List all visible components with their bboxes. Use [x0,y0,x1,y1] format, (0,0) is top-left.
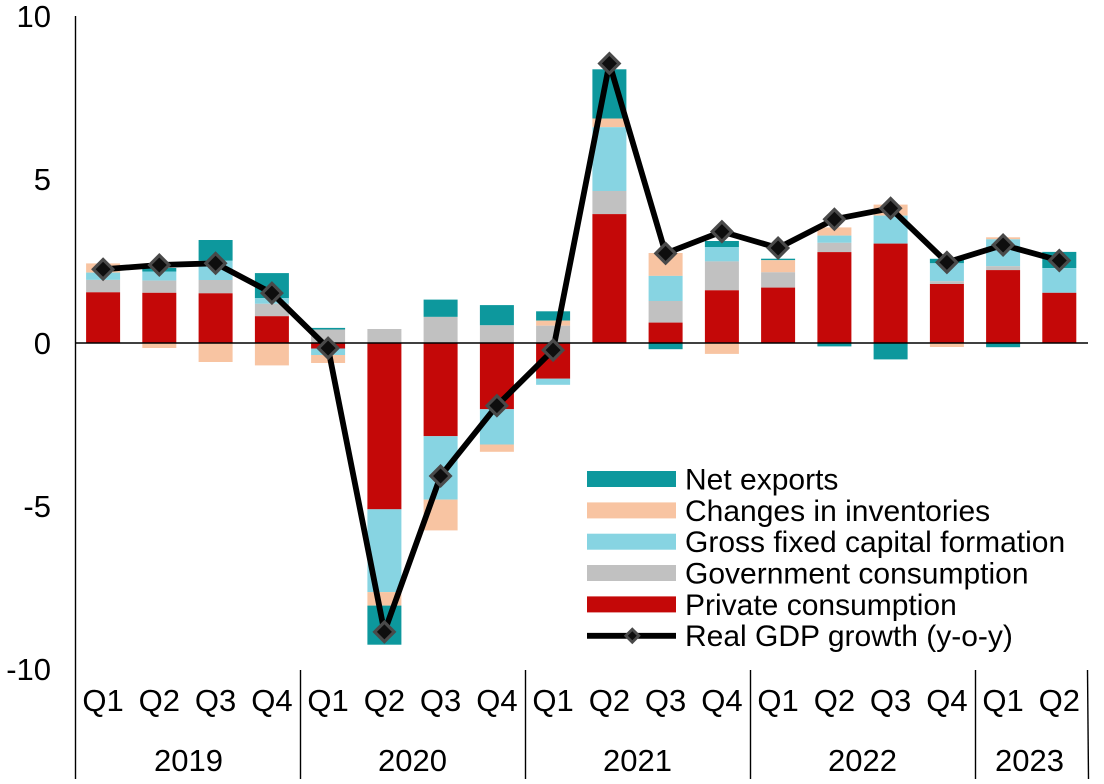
svg-text:Q4: Q4 [476,683,517,718]
svg-text:Q1: Q1 [532,683,573,718]
svg-text:Private consumption: Private consumption [685,589,957,622]
svg-text:-10: -10 [6,652,51,687]
svg-text:2019: 2019 [154,743,223,778]
svg-text:2021: 2021 [603,743,672,778]
svg-text:Q2: Q2 [589,683,630,718]
svg-text:Q2: Q2 [364,683,405,718]
svg-text:Gross fixed capital formation: Gross fixed capital formation [685,526,1065,559]
svg-text:Changes in inventories: Changes in inventories [685,495,990,528]
svg-text:Q1: Q1 [982,683,1023,718]
svg-text:Q4: Q4 [926,683,967,718]
svg-text:Government consumption: Government consumption [685,558,1029,591]
svg-text:0: 0 [34,326,51,361]
svg-text:Q3: Q3 [420,683,461,718]
svg-text:Q2: Q2 [814,683,855,718]
svg-text:Q1: Q1 [82,683,123,718]
svg-text:Q2: Q2 [1039,683,1080,718]
svg-text:Q3: Q3 [645,683,686,718]
svg-text:Q4: Q4 [701,683,742,718]
svg-text:2022: 2022 [828,743,897,778]
svg-text:Real GDP growth (y-o-y): Real GDP growth (y-o-y) [685,620,1013,653]
svg-text:Q1: Q1 [307,683,348,718]
svg-text:Q2: Q2 [139,683,180,718]
svg-text:Q1: Q1 [757,683,798,718]
svg-text:Q3: Q3 [870,683,911,718]
svg-text:Q3: Q3 [195,683,236,718]
svg-text:Q4: Q4 [251,683,292,718]
svg-text:Net exports: Net exports [685,464,838,497]
svg-text:10: 10 [17,0,51,34]
svg-text:2020: 2020 [378,743,447,778]
svg-text:2023: 2023 [995,743,1064,778]
svg-text:5: 5 [34,162,51,197]
svg-text:-5: -5 [23,489,51,524]
